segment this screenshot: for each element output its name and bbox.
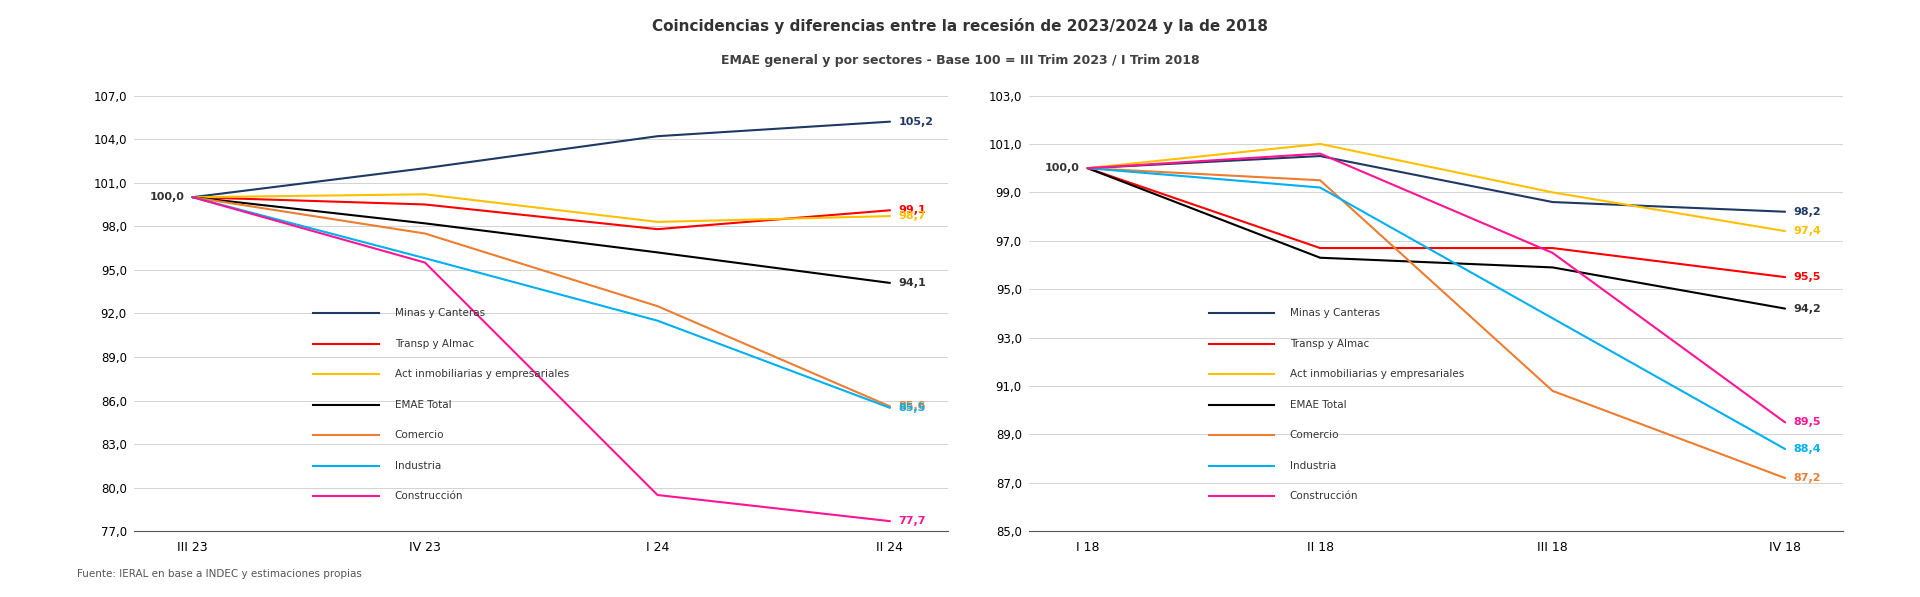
Text: 88,4: 88,4 xyxy=(1793,444,1820,454)
Text: 98,2: 98,2 xyxy=(1793,207,1820,217)
Text: Industria: Industria xyxy=(1290,461,1336,471)
Text: Transp y Almac: Transp y Almac xyxy=(396,339,474,349)
Text: Construcción: Construcción xyxy=(1290,491,1357,501)
Text: Fuente: IERAL en base a INDEC y estimaciones propias: Fuente: IERAL en base a INDEC y estimaci… xyxy=(77,569,361,579)
Text: 100,0: 100,0 xyxy=(1044,163,1079,173)
Text: 89,5: 89,5 xyxy=(1793,417,1820,427)
Text: 85,5: 85,5 xyxy=(899,403,925,413)
Text: Comercio: Comercio xyxy=(396,430,444,441)
Text: 85,6: 85,6 xyxy=(899,401,925,411)
Text: Act inmobiliarias y empresariales: Act inmobiliarias y empresariales xyxy=(1290,370,1465,380)
Text: 99,1: 99,1 xyxy=(899,205,925,216)
Text: 87,2: 87,2 xyxy=(1793,473,1820,483)
Text: Comercio: Comercio xyxy=(1290,430,1340,441)
Text: Minas y Canteras: Minas y Canteras xyxy=(396,309,486,318)
Text: 97,4: 97,4 xyxy=(1793,226,1822,236)
Text: Construcción: Construcción xyxy=(396,491,463,501)
Text: EMAE Total: EMAE Total xyxy=(396,400,451,410)
Text: 100,0: 100,0 xyxy=(150,192,184,202)
Text: Minas y Canteras: Minas y Canteras xyxy=(1290,309,1380,318)
Text: 98,7: 98,7 xyxy=(899,211,925,221)
Text: 94,1: 94,1 xyxy=(899,278,925,288)
Text: 94,2: 94,2 xyxy=(1793,304,1822,313)
Text: EMAE Total: EMAE Total xyxy=(1290,400,1346,410)
Text: 105,2: 105,2 xyxy=(899,116,933,127)
Text: Transp y Almac: Transp y Almac xyxy=(1290,339,1369,349)
Text: Act inmobiliarias y empresariales: Act inmobiliarias y empresariales xyxy=(396,370,568,380)
Text: Industria: Industria xyxy=(396,461,442,471)
Text: EMAE general y por sectores - Base 100 = III Trim 2023 / I Trim 2018: EMAE general y por sectores - Base 100 =… xyxy=(720,54,1200,67)
Text: Coincidencias y diferencias entre la recesión de 2023/2024 y la de 2018: Coincidencias y diferencias entre la rec… xyxy=(653,18,1267,34)
Text: 95,5: 95,5 xyxy=(1793,272,1820,282)
Text: 77,7: 77,7 xyxy=(899,516,925,526)
